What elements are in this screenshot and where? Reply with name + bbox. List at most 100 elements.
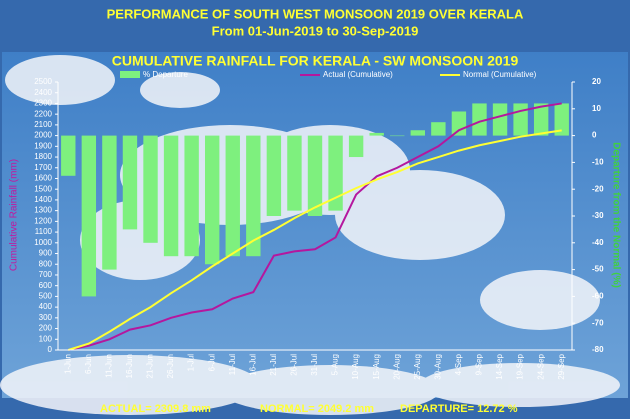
y-tick-label: 800	[39, 259, 53, 268]
x-tick-label: 10-Aug	[351, 354, 360, 380]
y2-tick-label: 10	[592, 104, 601, 113]
bar	[390, 135, 405, 137]
x-tick-label: 11-Jun	[105, 354, 114, 378]
y-tick-label: 1300	[34, 206, 52, 215]
x-tick-label: 19-Sep	[516, 353, 525, 379]
legend-label: Actual (Cumulative)	[323, 70, 393, 79]
y-tick-label: 900	[39, 249, 53, 258]
x-tick-label: 15-Aug	[372, 354, 381, 380]
bar	[307, 135, 323, 216]
y2-tick-label: -40	[592, 238, 604, 247]
x-tick-label: 21-Jul	[269, 354, 278, 376]
y2-tick-label: -20	[592, 184, 604, 193]
y2-tick-label: -50	[592, 265, 604, 274]
bar	[143, 135, 158, 243]
x-tick-label: 25-Aug	[413, 354, 422, 380]
bar	[533, 103, 549, 136]
y-tick-label: 2200	[34, 109, 52, 118]
y2-tick-label: -80	[592, 345, 604, 354]
y-tick-label: 1200	[34, 216, 52, 225]
x-tick-label: 11-Jul	[228, 354, 237, 375]
legend-label: % Departure	[143, 70, 188, 79]
bar	[205, 135, 220, 265]
y-tick-label: 1000	[34, 238, 52, 247]
bar	[554, 103, 569, 136]
y-tick-label: 2000	[34, 131, 52, 140]
y-tick-label: 700	[39, 270, 53, 279]
y-tick-label: 2500	[34, 77, 52, 86]
footer-normal: NORMAL= 2049.2 mm	[260, 403, 374, 415]
y-tick-label: 400	[39, 302, 53, 311]
y-tick-label: 2300	[34, 99, 52, 108]
x-tick-label: 9-Sep	[475, 353, 484, 375]
bar	[369, 132, 384, 136]
x-tick-label: 6-Jun	[84, 354, 93, 374]
y-tick-label: 1700	[34, 163, 52, 172]
bar	[348, 135, 364, 158]
bar	[513, 103, 528, 136]
bar	[431, 122, 446, 136]
line	[67, 129, 562, 351]
bar	[246, 135, 261, 257]
x-tick-label: 24-Sep	[536, 353, 545, 379]
footer-departure: DEPARTURE= 12.72 %	[400, 403, 518, 415]
x-tick-label: 20-Aug	[392, 354, 401, 380]
y2-tick-label: -30	[592, 211, 604, 220]
x-tick-label: 16-Jun	[125, 354, 134, 378]
x-tick-label: 1-Jun	[63, 354, 72, 374]
y-tick-label: 1900	[34, 141, 52, 150]
bar	[163, 135, 179, 257]
footer-actual: ACTUAL= 2309.8 mm	[100, 403, 211, 415]
bar	[328, 135, 343, 211]
legend-label: Normal (Cumulative)	[463, 70, 537, 79]
y-tick-label: 100	[39, 334, 53, 343]
bar	[61, 135, 76, 176]
bar	[492, 103, 508, 136]
x-tick-label: 6-Jul	[207, 354, 216, 372]
y2-tick-label: -70	[592, 318, 604, 327]
bar	[472, 103, 487, 136]
bar	[184, 135, 199, 257]
y-tick-label: 1500	[34, 184, 52, 193]
x-tick-label: 14-Sep	[495, 353, 504, 379]
y-axis-title: Cumulative Rainfall (mm)	[9, 159, 20, 271]
bar	[451, 111, 467, 136]
line	[68, 102, 562, 351]
y-tick-label: 1400	[34, 195, 52, 204]
chart-title: CUMULATIVE RAINFALL FOR KERALA - SW MONS…	[112, 53, 519, 69]
y2-tick-label: 0	[592, 131, 597, 140]
y2-tick-label: -60	[592, 292, 604, 301]
x-tick-label: 1-Jul	[187, 354, 196, 372]
y2-tick-label: 20	[592, 77, 601, 86]
y-tick-label: 500	[39, 292, 53, 301]
x-tick-label: 4-Sep	[454, 353, 463, 375]
y-tick-label: 1600	[34, 174, 52, 183]
y2-axis-title: Departure from the Normal (%)	[610, 142, 621, 288]
header-subtitle: From 01-Jun-2019 to 30-Sep-2019	[212, 23, 419, 38]
y2-tick-label: -10	[592, 158, 604, 167]
x-tick-label: 26-Jun	[166, 354, 175, 378]
x-tick-label: 21-Jun	[146, 354, 155, 378]
bar	[81, 135, 97, 297]
x-tick-label: 26-Jul	[290, 354, 299, 376]
y-tick-label: 0	[48, 345, 53, 354]
bar	[287, 135, 302, 211]
x-tick-label: 30-Aug	[433, 354, 442, 380]
x-tick-label: 16-Jul	[248, 354, 257, 376]
header-title: PERFORMANCE OF SOUTH WEST MONSOON 2019 O…	[107, 6, 524, 21]
legend-swatch	[120, 71, 140, 78]
y-tick-label: 200	[39, 324, 53, 333]
y-tick-label: 600	[39, 281, 53, 290]
bar	[102, 135, 117, 270]
bar	[122, 135, 138, 230]
y-tick-label: 1800	[34, 152, 52, 161]
y-tick-label: 1100	[35, 227, 53, 236]
y-tick-label: 2400	[34, 88, 52, 97]
bar	[410, 130, 425, 136]
x-tick-label: 5-Aug	[331, 354, 340, 375]
y-tick-label: 2100	[34, 120, 52, 129]
bar	[225, 135, 240, 257]
bar	[266, 135, 282, 216]
x-tick-label: 29-Sep	[557, 353, 566, 379]
